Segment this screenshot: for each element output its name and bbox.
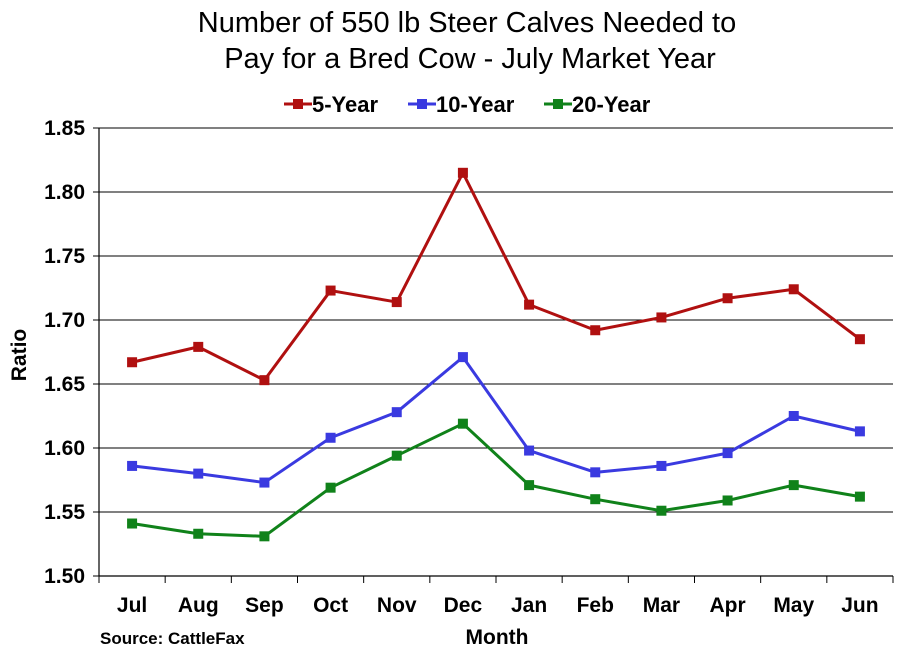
data-point <box>259 477 270 488</box>
legend-entry: 20-Year <box>544 92 651 117</box>
y-tick-labels: 1.50 1.55 1.60 1.65 1.70 1.75 1.80 1.85 <box>44 117 85 588</box>
data-point <box>722 495 733 506</box>
y-tick-label: 1.75 <box>44 245 85 268</box>
series-5-year <box>127 167 865 386</box>
data-point <box>457 418 468 429</box>
data-point <box>788 411 799 421</box>
grid-lines <box>93 127 893 577</box>
x-tick-label: Sep <box>245 594 284 617</box>
legend: 5-Year 10-Year 20-Year <box>284 92 651 117</box>
x-tick-labels: Jul Aug Sep Oct Nov Dec Jan Feb Mar Apr May Jun <box>117 594 879 617</box>
x-tick-label: May <box>773 594 814 617</box>
series-20-year <box>127 418 865 542</box>
x-tick-label: Jul <box>117 594 147 617</box>
x-tick-label: Oct <box>313 594 348 617</box>
data-point <box>722 293 733 304</box>
legend-swatch-marker <box>293 99 303 109</box>
x-tick-label: Jun <box>841 594 878 617</box>
y-tick-label: 1.85 <box>44 117 85 140</box>
series-line <box>131 355 861 485</box>
x-tick-label: Jan <box>511 594 547 617</box>
data-point <box>590 467 601 478</box>
y-tick-label: 1.80 <box>44 181 85 204</box>
data-point <box>788 284 799 295</box>
data-point <box>590 494 601 505</box>
data-point <box>656 312 667 323</box>
data-point <box>524 299 535 310</box>
data-point <box>325 482 336 493</box>
x-axis-label: Month <box>466 626 529 649</box>
data-point <box>656 505 667 516</box>
series-line <box>131 422 861 538</box>
series-line <box>131 171 861 382</box>
data-point <box>193 528 204 539</box>
data-point <box>127 518 138 529</box>
series-10-year <box>127 352 865 488</box>
y-tick-label: 1.60 <box>44 437 85 460</box>
series-group <box>127 167 865 542</box>
data-point <box>193 341 204 352</box>
data-point <box>127 460 138 471</box>
y-axis-label: Ratio <box>8 329 31 382</box>
legend-swatch-marker <box>553 99 563 109</box>
legend-swatch-marker <box>417 99 427 109</box>
data-point <box>722 448 733 459</box>
data-point <box>524 445 535 456</box>
x-tick-label: Feb <box>577 594 614 617</box>
x-tick-label: Apr <box>709 594 745 617</box>
source-note: Source: CattleFax <box>100 629 245 648</box>
y-tick-label: 1.55 <box>44 501 85 524</box>
data-point <box>127 357 138 368</box>
legend-label: 5-Year <box>312 92 378 117</box>
data-point <box>656 460 667 471</box>
y-tick-label: 1.65 <box>44 373 85 396</box>
data-point <box>325 432 336 443</box>
x-tick-label: Nov <box>377 594 417 617</box>
axes <box>98 128 894 583</box>
data-point <box>325 285 336 296</box>
data-point <box>259 531 270 542</box>
data-point <box>788 480 799 491</box>
data-point <box>854 426 865 437</box>
legend-label: 20-Year <box>572 92 651 117</box>
y-tick-label: 1.50 <box>44 565 85 588</box>
data-point <box>590 325 601 336</box>
data-point <box>391 297 402 308</box>
legend-entry: 5-Year <box>284 92 378 117</box>
y-tick-label: 1.70 <box>44 309 85 332</box>
chart-title-line-2: Pay for a Bred Cow - July Market Year <box>224 43 716 75</box>
data-point <box>391 407 402 418</box>
data-point <box>391 450 402 461</box>
data-point <box>524 480 535 491</box>
data-point <box>193 468 204 479</box>
chart-title-line-1: Number of 550 lb Steer Calves Needed to <box>198 7 736 39</box>
x-tick-label: Aug <box>178 594 219 617</box>
data-point <box>854 334 865 345</box>
data-point <box>457 352 468 363</box>
data-point <box>259 375 270 386</box>
x-tick-label: Dec <box>444 594 483 617</box>
x-tick-label: Mar <box>643 594 680 617</box>
legend-entry: 10-Year <box>408 92 515 117</box>
legend-label: 10-Year <box>436 92 515 117</box>
data-point <box>854 491 865 502</box>
data-point <box>457 167 468 178</box>
